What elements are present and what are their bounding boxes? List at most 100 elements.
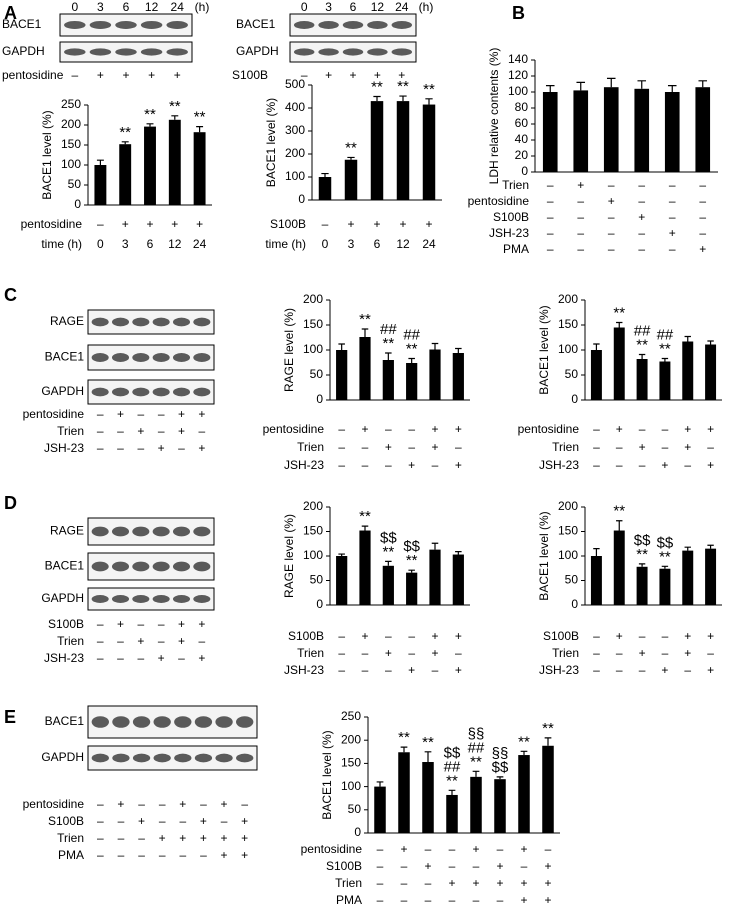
significance: **: [518, 733, 530, 750]
row-sign: –: [662, 629, 669, 643]
blot-band: [89, 48, 112, 56]
row-sign: +: [221, 848, 228, 862]
blot-band: [132, 353, 150, 362]
row-sign: –: [639, 458, 646, 472]
band-label: GAPDH: [236, 44, 279, 58]
row-label: Trien: [552, 646, 579, 660]
row-sign: –: [425, 842, 432, 856]
blot-band: [367, 21, 388, 29]
row-sign: +: [241, 814, 248, 828]
y-tick-label: 120: [508, 68, 528, 82]
blot-band: [193, 353, 211, 362]
row-sign: +: [431, 646, 438, 660]
panel-letter: E: [4, 707, 16, 727]
row-sign: +: [431, 422, 438, 436]
blot-band: [342, 48, 364, 56]
row-sign: +: [198, 617, 205, 631]
blot-band: [132, 716, 151, 728]
lane-header: 3: [97, 0, 104, 14]
row-sign: +: [684, 629, 691, 643]
row-sign: –: [117, 424, 124, 438]
y-axis-title: BACE1 level (%): [40, 110, 54, 199]
row-sign: –: [707, 440, 714, 454]
blot-band: [89, 21, 112, 29]
error-bar: [347, 156, 355, 160]
row-sign: –: [377, 859, 384, 873]
bar: [396, 101, 410, 200]
row-sign: 6: [147, 237, 154, 251]
error-bar: [425, 98, 433, 105]
row-sign: +: [684, 422, 691, 436]
row-sign: +: [661, 458, 668, 472]
y-tick-label: 100: [508, 84, 528, 98]
blot-band: [64, 21, 86, 29]
row-label: S100B: [48, 617, 84, 631]
row-sign: –: [178, 651, 185, 665]
row-sign: 12: [168, 237, 182, 251]
band-label: GAPDH: [41, 384, 84, 398]
bar: [119, 144, 132, 205]
row-sign: +: [431, 440, 438, 454]
row-sign: –: [221, 814, 228, 828]
row-sign: –: [159, 848, 166, 862]
significance: **: [422, 734, 434, 751]
row-label: Trien: [297, 440, 324, 454]
significance: **: [382, 335, 394, 352]
blot-frame: [87, 379, 215, 405]
row-sign: –: [97, 651, 104, 665]
y-tick-label: 200: [558, 499, 578, 513]
row-label: Trien: [57, 831, 84, 845]
row-label: Trien: [297, 646, 324, 660]
row-sign: –: [117, 651, 124, 665]
y-tick-label: 150: [341, 756, 361, 770]
row-sign: 3: [122, 237, 129, 251]
row-sign: –: [159, 814, 166, 828]
row-sign: –: [338, 440, 345, 454]
bar: [359, 337, 371, 400]
row-sign: –: [198, 634, 205, 648]
bar: [429, 549, 441, 605]
y-axis-title: RAGE level (%): [282, 308, 296, 392]
row-sign: –: [179, 848, 186, 862]
row-sign: –: [547, 194, 554, 208]
blot-band: [91, 561, 109, 572]
row-sign: +: [117, 617, 124, 631]
y-tick-label: 50: [310, 367, 324, 381]
y-tick-label: 0: [571, 392, 578, 406]
row-sign: +: [544, 876, 551, 890]
error-bar: [385, 352, 392, 360]
row-sign: –: [385, 629, 392, 643]
y-tick-label: 0: [571, 597, 578, 611]
bar: [542, 745, 554, 833]
blot-band: [132, 753, 151, 763]
y-tick-label: 140: [508, 52, 528, 66]
significance: ##: [634, 322, 651, 339]
row-sign: +: [455, 458, 462, 472]
blot-band: [293, 48, 315, 56]
error-bar: [376, 781, 384, 787]
significance: **: [359, 508, 371, 525]
blot-band: [152, 526, 170, 537]
row-sign: –: [616, 440, 623, 454]
error-bar: [321, 172, 329, 177]
lane-header: 24: [171, 0, 185, 14]
row-label: Trien: [57, 424, 84, 438]
row-sign: +: [661, 663, 668, 677]
row-label: pentosidine: [301, 842, 363, 856]
row-sign: +: [684, 440, 691, 454]
row-sign: 3: [348, 237, 355, 251]
row-label: S100B: [270, 217, 306, 231]
error-bar: [361, 525, 369, 531]
row-sign: –: [408, 422, 415, 436]
row-sign: –: [138, 848, 145, 862]
y-tick-label: 200: [303, 499, 323, 513]
row-sign: +: [408, 458, 415, 472]
row-sign: –: [593, 422, 600, 436]
row-sign: +: [148, 68, 155, 82]
y-tick-label: 100: [558, 342, 578, 356]
row-sign: +: [496, 859, 503, 873]
band-label: GAPDH: [41, 750, 84, 764]
row-sign: –: [118, 848, 125, 862]
significance: §§: [468, 725, 485, 742]
blot-frame: [87, 552, 215, 581]
